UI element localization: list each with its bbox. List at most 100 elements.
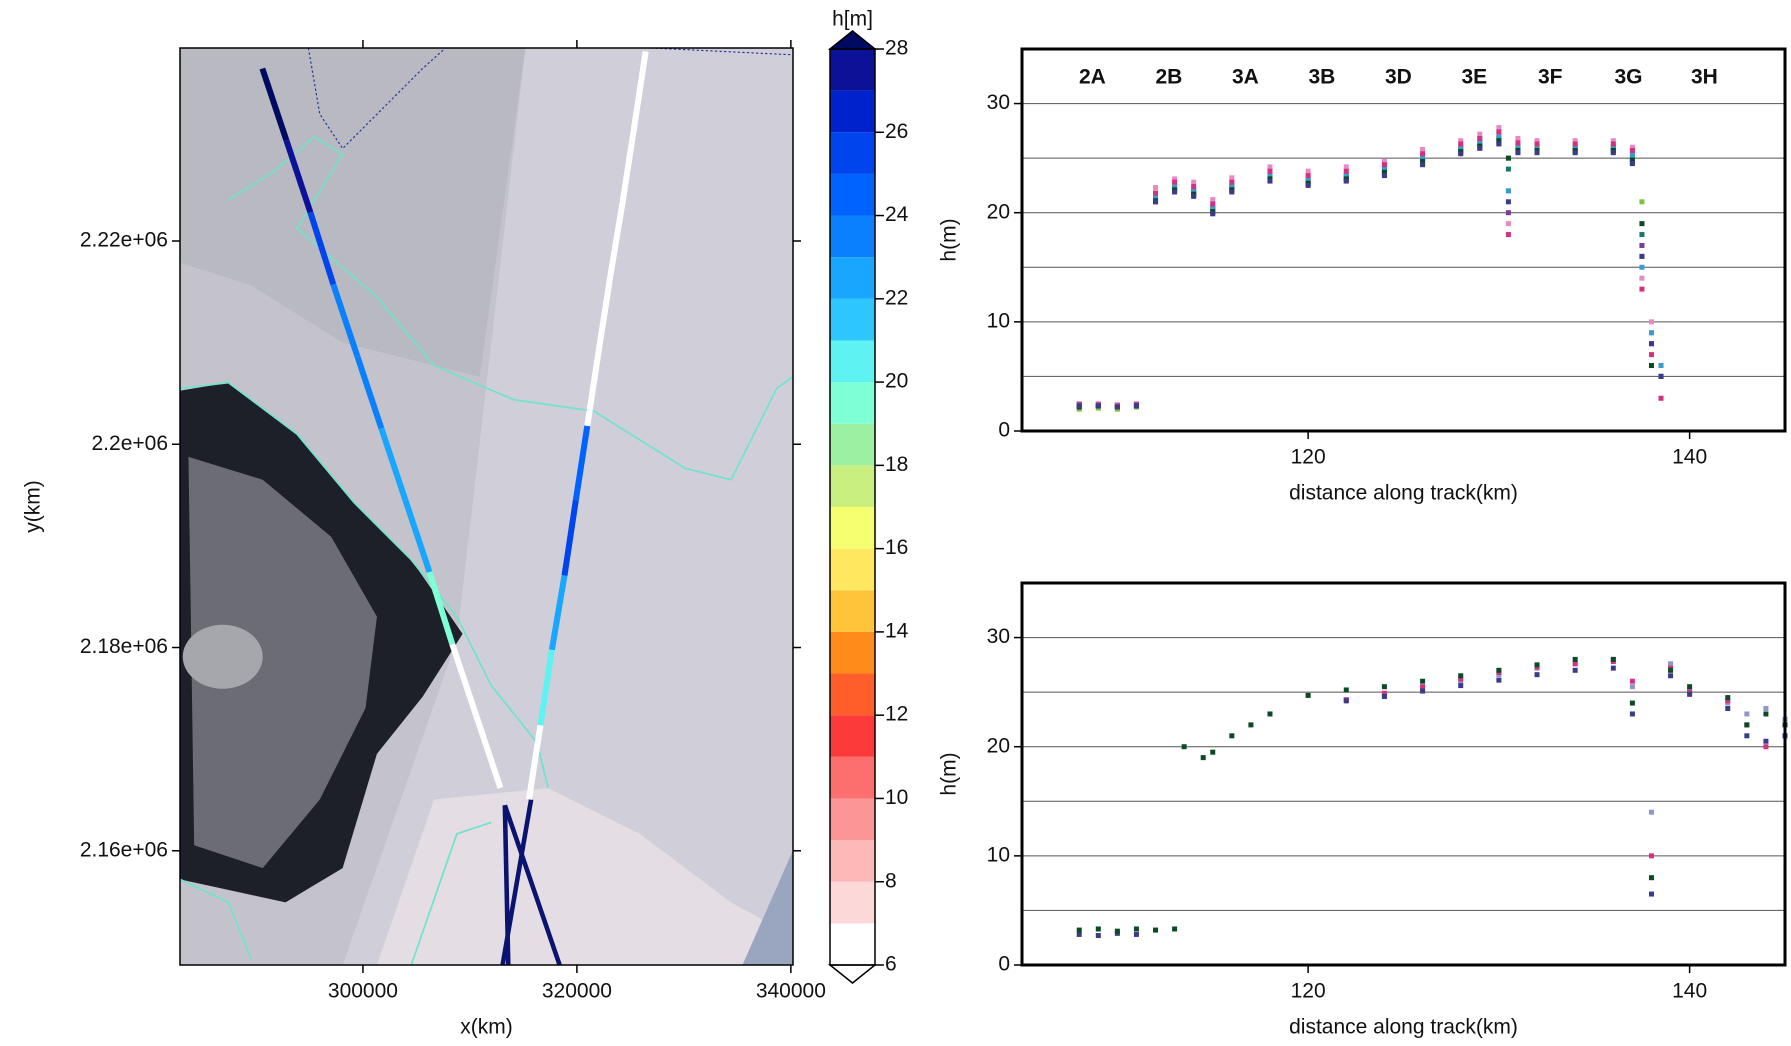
point	[1095, 933, 1101, 939]
colorbar-band	[830, 548, 875, 591]
point	[1505, 155, 1511, 161]
point	[1343, 687, 1349, 693]
colorbar-band	[830, 507, 875, 549]
point	[1496, 129, 1502, 135]
point	[1639, 264, 1645, 270]
colorbar-band	[830, 923, 875, 965]
point	[1763, 744, 1769, 750]
colorbar-tick-label: 6	[885, 953, 897, 976]
point	[1515, 135, 1521, 141]
point	[1505, 221, 1511, 227]
legend-entry: 3G	[1615, 66, 1643, 89]
point	[1267, 168, 1273, 174]
colorbar-band	[830, 423, 875, 466]
point	[1572, 141, 1578, 147]
track-segment	[584, 350, 602, 427]
colorbar-tick-label: 28	[885, 37, 908, 60]
point	[1639, 275, 1645, 281]
point	[1458, 138, 1464, 144]
point	[1381, 166, 1387, 172]
point	[1648, 809, 1654, 815]
point	[1725, 706, 1731, 712]
colorbar-band	[830, 715, 875, 757]
colorbar-band	[830, 631, 875, 674]
point	[1629, 144, 1635, 150]
point	[1229, 179, 1235, 185]
point	[1210, 197, 1216, 203]
colorbar-label: h[m]	[832, 8, 873, 31]
point	[1229, 733, 1235, 739]
track-segment	[426, 571, 456, 645]
point	[1505, 188, 1511, 194]
point	[1343, 168, 1349, 174]
legend-entry: 2B	[1156, 66, 1183, 89]
y-axis-label: h(m)	[938, 752, 961, 795]
point	[1172, 179, 1178, 185]
point	[1629, 152, 1635, 158]
track-segment	[307, 211, 337, 286]
colorbar-tick-label: 10	[885, 786, 908, 809]
y-axis-label: y(km)	[22, 480, 45, 532]
y-tick-label: 0	[998, 419, 1010, 442]
point	[1381, 173, 1387, 179]
point	[1534, 672, 1540, 678]
point	[1629, 684, 1635, 690]
x-tick-label: 140	[1672, 980, 1707, 1003]
point	[1381, 169, 1387, 175]
point	[1763, 711, 1769, 717]
point	[1534, 144, 1540, 150]
point	[1305, 692, 1311, 698]
point	[1496, 667, 1502, 673]
point	[1668, 667, 1674, 673]
point	[1629, 148, 1635, 154]
y-tick-label: 10	[987, 843, 1010, 866]
point	[1172, 926, 1178, 932]
point	[1229, 175, 1235, 181]
point	[1505, 199, 1511, 205]
point	[1458, 141, 1464, 147]
legend-entry: 3A	[1232, 66, 1259, 89]
point	[1181, 744, 1187, 750]
point	[1172, 176, 1178, 182]
point	[1496, 138, 1502, 144]
y-tick-label: 0	[998, 953, 1010, 976]
x-tick-label: 120	[1291, 446, 1326, 469]
point	[1191, 179, 1197, 185]
point	[1267, 711, 1273, 717]
track-segment	[330, 283, 361, 358]
point	[1725, 695, 1731, 701]
point	[1381, 162, 1387, 168]
point	[1687, 684, 1693, 690]
point	[1381, 158, 1387, 164]
point	[1572, 138, 1578, 144]
legend-entry: 3E	[1462, 66, 1488, 89]
point	[1572, 667, 1578, 673]
legend-entry: 2A	[1079, 66, 1106, 89]
point	[1639, 286, 1645, 292]
track-segment	[561, 499, 579, 577]
track-segment	[548, 575, 568, 651]
colorbar-band	[830, 257, 875, 299]
point	[1763, 706, 1769, 712]
point	[1248, 722, 1254, 728]
point	[1610, 141, 1616, 147]
colorbar-tick-label: 24	[885, 203, 909, 226]
colorbar-band	[830, 590, 875, 632]
point	[1420, 151, 1426, 157]
point	[1505, 166, 1511, 172]
y-tick-label: 2.2e+06	[92, 432, 169, 455]
point	[1648, 341, 1654, 347]
y-tick-label: 30	[987, 91, 1010, 114]
x-tick-label: 140	[1672, 446, 1707, 469]
point	[1648, 319, 1654, 325]
y-tick-label: 2.22e+06	[80, 229, 168, 252]
point	[1610, 150, 1616, 156]
point	[1420, 678, 1426, 684]
point	[1200, 755, 1206, 761]
track-segment	[283, 139, 314, 214]
colorbar-band	[830, 465, 875, 507]
colorbar-band	[830, 132, 875, 174]
point	[1458, 673, 1464, 679]
point	[1515, 150, 1521, 156]
point	[1420, 155, 1426, 161]
